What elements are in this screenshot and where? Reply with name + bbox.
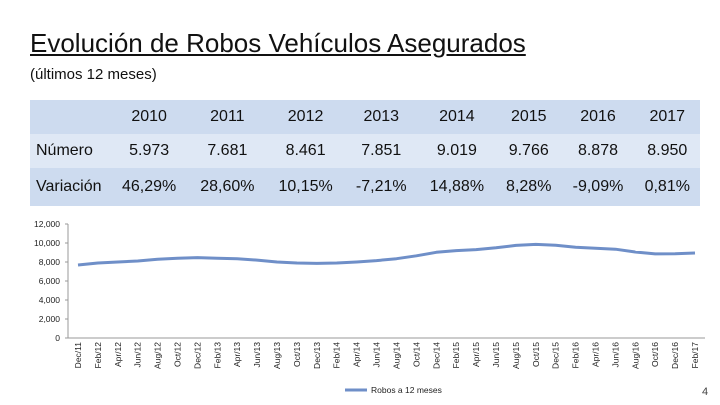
y-tick-label: 2,000 xyxy=(39,314,61,324)
x-tick-label: Dec/14 xyxy=(431,342,441,369)
year-header: 2015 xyxy=(496,100,562,134)
x-tick-label: Oct/14 xyxy=(411,342,421,367)
y-tick-label: 6,000 xyxy=(39,276,61,286)
table-cell: -7,21% xyxy=(344,168,418,206)
y-tick-label: 8,000 xyxy=(39,257,61,267)
x-tick-label: Jun/16 xyxy=(610,342,620,368)
year-header: 2012 xyxy=(266,100,345,134)
x-tick-label: Oct/15 xyxy=(531,342,541,367)
subtitle: (últimos 12 meses) xyxy=(30,66,157,83)
year-header: 2017 xyxy=(634,100,700,134)
table-cell: 7.681 xyxy=(188,134,267,168)
x-tick-label: Dec/11 xyxy=(73,342,83,369)
x-tick-label: Apr/14 xyxy=(352,342,362,367)
x-tick-label: Aug/15 xyxy=(511,342,521,369)
table-row: Variación 46,29% 28,60% 10,15% -7,21% 14,88% 8… xyxy=(30,168,700,206)
chart: 0 2,000 4,000 6,000 8,000 10,000 12,000 Dec/11 F… xyxy=(34,219,705,395)
x-tick-label: Oct/16 xyxy=(650,342,660,367)
table-cell: 9.019 xyxy=(417,134,497,168)
x-tick-label: Aug/13 xyxy=(272,342,282,369)
y-tick-label: 0 xyxy=(55,333,60,343)
row-label: Número xyxy=(30,134,110,168)
table-cell: 8.950 xyxy=(634,134,700,168)
x-tick-label: Apr/15 xyxy=(471,342,481,367)
x-tick-label: Dec/12 xyxy=(192,342,202,369)
table-cell: 10,15% xyxy=(266,168,345,206)
y-tick-label: 4,000 xyxy=(39,295,61,305)
year-header: 2013 xyxy=(344,100,418,134)
table-row: Número 5.973 7.681 8.461 7.851 9.019 9.766 8.87… xyxy=(30,134,700,168)
x-tick-label: Apr/13 xyxy=(232,342,242,367)
table-cell: 46,29% xyxy=(110,168,189,206)
title: Evolución de Robos Vehículos Asegurados xyxy=(30,28,526,58)
table-cell: 14,88% xyxy=(417,168,497,206)
x-tick-label: Feb/14 xyxy=(332,342,342,369)
table-cell: 9.766 xyxy=(496,134,562,168)
table-cell: 8.461 xyxy=(266,134,345,168)
x-tick-label: Feb/16 xyxy=(571,342,581,369)
row-label: Variación xyxy=(30,168,110,206)
table-cell: 0,81% xyxy=(634,168,700,206)
x-tick-label: Feb/15 xyxy=(451,342,461,369)
x-tick-label: Oct/13 xyxy=(292,342,302,367)
x-tick-label: Dec/13 xyxy=(312,342,322,369)
x-tick-label: Aug/12 xyxy=(153,342,163,369)
x-tick-label: Feb/17 xyxy=(690,342,700,369)
x-tick-label: Dec/16 xyxy=(670,342,680,369)
table-cell: -9,09% xyxy=(561,168,635,206)
x-tick-label: Apr/16 xyxy=(591,342,601,367)
series-line xyxy=(77,242,696,267)
y-tick-label: 12,000 xyxy=(34,219,60,229)
table-cell: 8,28% xyxy=(496,168,562,206)
header-row: 2010 2011 2012 2013 2014 2015 2016 2017 xyxy=(30,100,700,134)
x-tick-label: Aug/14 xyxy=(391,342,401,369)
legend-label: Robos a 12 meses xyxy=(371,385,442,395)
table-cell: 7.851 xyxy=(344,134,418,168)
x-tick-label: Dec/15 xyxy=(551,342,561,369)
x-tick-label: Jun/13 xyxy=(252,342,262,368)
x-tick-label: Aug/16 xyxy=(630,342,640,369)
x-tick-label: Jun/14 xyxy=(372,342,382,368)
year-header: 2010 xyxy=(110,100,189,134)
table-cell: 5.973 xyxy=(110,134,189,168)
year-header: 2011 xyxy=(188,100,267,134)
table-cell: 28,60% xyxy=(188,168,267,206)
x-tick-label: Oct/12 xyxy=(172,342,182,367)
x-tick-label: Jun/12 xyxy=(133,342,143,368)
x-tick-label: Apr/12 xyxy=(113,342,123,367)
year-header: 2014 xyxy=(417,100,497,134)
summary-table: 2010 2011 2012 2013 2014 2015 2016 2017 Número 5.… xyxy=(30,100,700,206)
table-cell: 8.878 xyxy=(561,134,635,168)
y-tick-label: 10,000 xyxy=(34,238,60,248)
x-tick-label: Feb/13 xyxy=(212,342,222,369)
page-number: 4 xyxy=(702,386,709,398)
corner-cell xyxy=(30,100,110,134)
year-header: 2016 xyxy=(561,100,635,134)
x-tick-label: Jun/15 xyxy=(491,342,501,368)
x-tick-label: Feb/12 xyxy=(93,342,103,369)
